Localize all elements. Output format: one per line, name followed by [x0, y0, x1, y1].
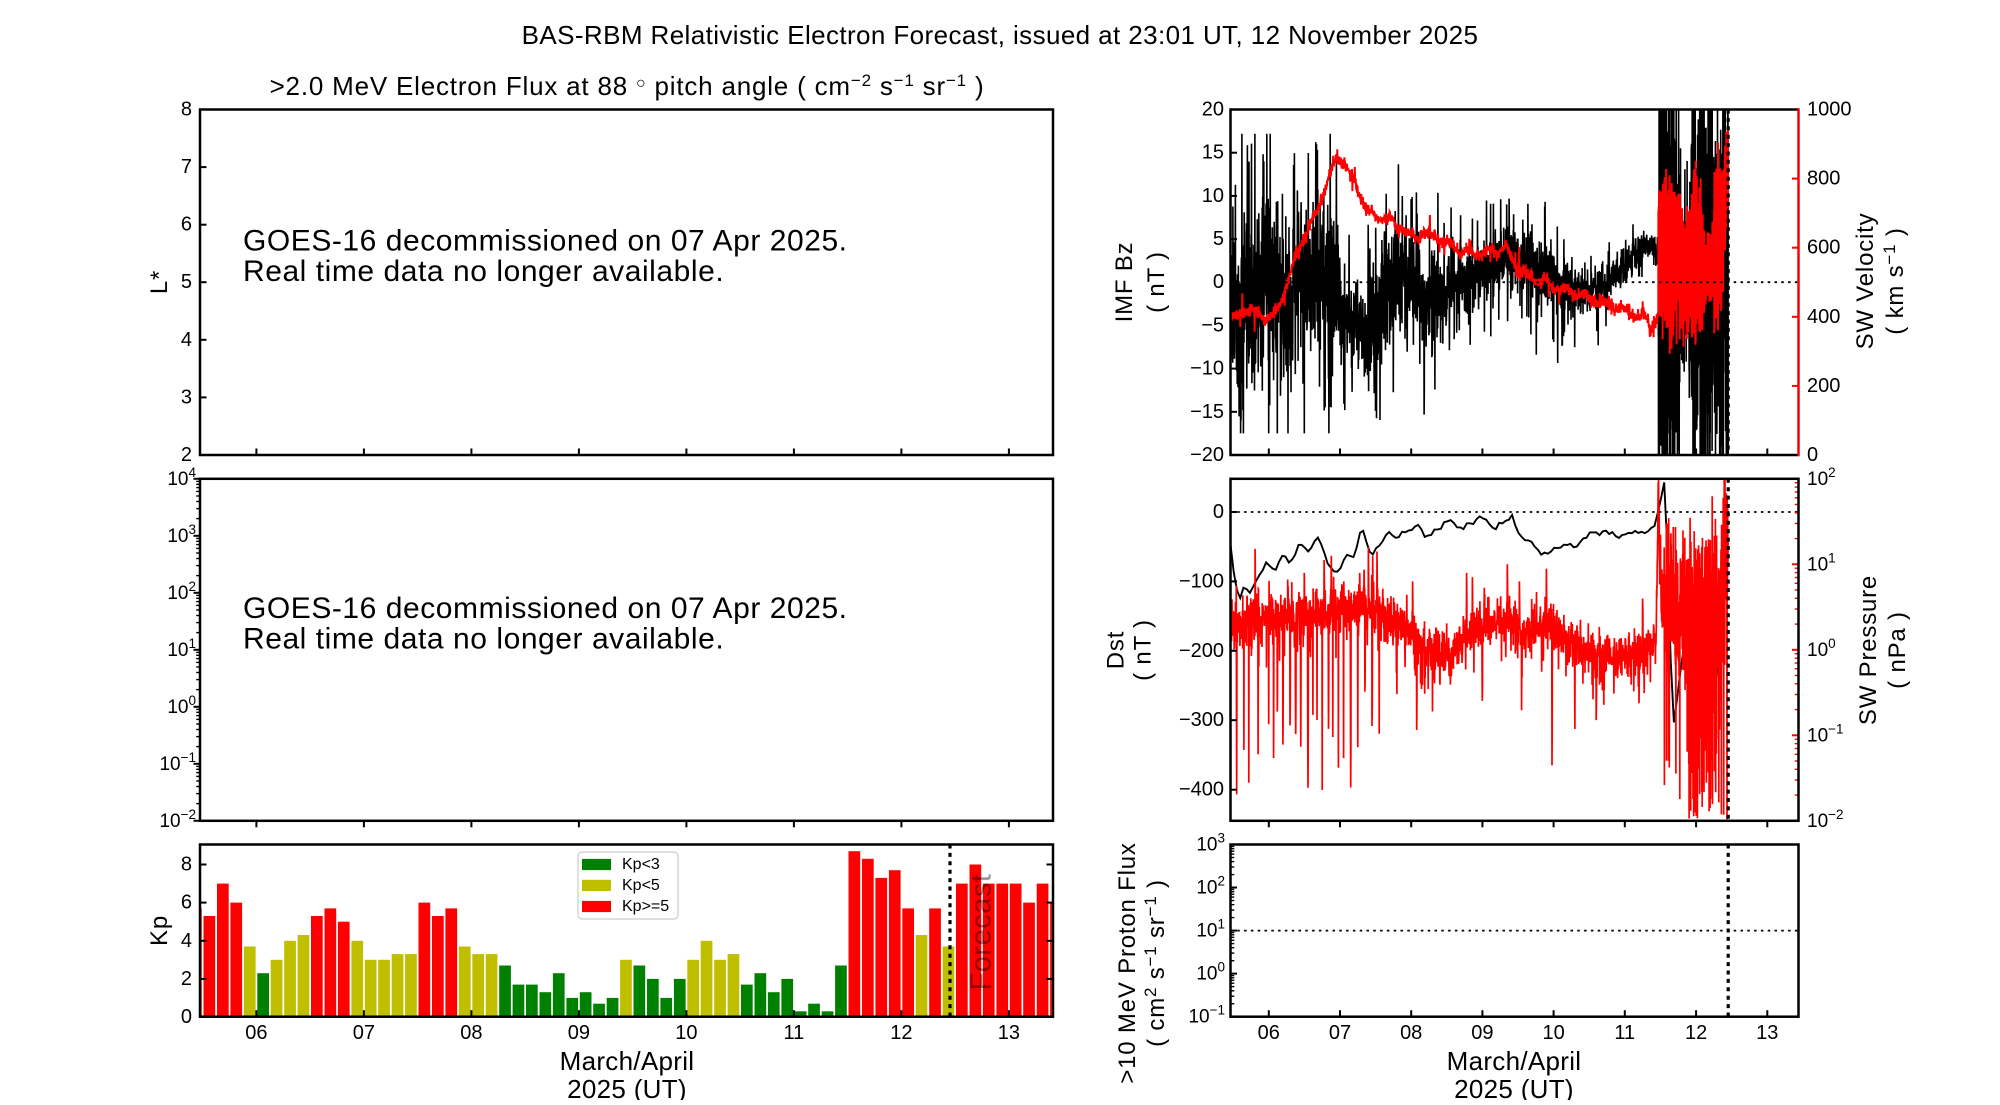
svg-text:0: 0 [1807, 444, 1818, 466]
svg-text:06: 06 [245, 1022, 267, 1044]
svg-text:6: 6 [181, 892, 192, 914]
svg-text:09: 09 [568, 1022, 590, 1044]
svg-text:Dst: Dst [1103, 631, 1130, 669]
svg-text:07: 07 [353, 1022, 375, 1044]
svg-text:Kp<3: Kp<3 [622, 856, 660, 873]
svg-text:March/April: March/April [1447, 1046, 1582, 1076]
svg-text:March/April: March/April [560, 1046, 695, 1076]
svg-text:−5: −5 [1201, 314, 1224, 336]
svg-text:Kp>=5: Kp>=5 [622, 898, 669, 915]
svg-text:Kp: Kp [146, 915, 173, 946]
svg-text:10: 10 [675, 1022, 697, 1044]
svg-text:−15: −15 [1190, 401, 1224, 423]
svg-text:−10: −10 [1190, 358, 1224, 380]
svg-text:Kp<5: Kp<5 [622, 877, 660, 894]
svg-text:>2.0 MeV Electron Flux at 88 ○: >2.0 MeV Electron Flux at 88 ○ pitch ang… [270, 71, 985, 101]
svg-text:15: 15 [1202, 142, 1224, 164]
svg-text:6: 6 [181, 214, 192, 236]
svg-text:2: 2 [181, 968, 192, 990]
svg-text:09: 09 [1471, 1022, 1493, 1044]
svg-text:07: 07 [1329, 1022, 1351, 1044]
svg-text:200: 200 [1807, 375, 1840, 397]
svg-text:Real time data no longer avail: Real time data no longer available. [243, 623, 724, 656]
svg-text:10: 10 [1542, 1022, 1564, 1044]
svg-text:10: 10 [1202, 185, 1224, 207]
svg-text:10−2: 10−2 [1807, 807, 1844, 832]
svg-text:7: 7 [181, 156, 192, 178]
svg-text:( nPa ): ( nPa ) [1884, 611, 1911, 689]
svg-text:SW Velocity: SW Velocity [1852, 213, 1879, 350]
svg-text:600: 600 [1807, 237, 1840, 259]
svg-text:GOES-16 decommissioned on 07 A: GOES-16 decommissioned on 07 Apr 2025. [243, 592, 848, 625]
svg-text:Forecast: Forecast [966, 874, 998, 991]
svg-text:2025 (UT): 2025 (UT) [1454, 1074, 1574, 1100]
svg-text:0: 0 [181, 1006, 192, 1028]
svg-text:3: 3 [181, 386, 192, 408]
svg-text:11: 11 [1614, 1022, 1635, 1044]
svg-text:−400: −400 [1179, 779, 1224, 801]
svg-text:5: 5 [181, 271, 192, 293]
svg-text:08: 08 [1400, 1022, 1422, 1044]
svg-text:4: 4 [181, 930, 192, 952]
svg-text:( nT ): ( nT ) [1130, 619, 1157, 681]
svg-text:12: 12 [890, 1022, 912, 1044]
svg-text:06: 06 [1258, 1022, 1280, 1044]
svg-text:5: 5 [1213, 228, 1224, 250]
svg-text:−300: −300 [1179, 709, 1224, 731]
svg-text:0: 0 [1213, 271, 1224, 293]
svg-text:IMF Bz: IMF Bz [1111, 242, 1138, 323]
svg-text:( nT ): ( nT ) [1143, 251, 1170, 313]
svg-text:0: 0 [1213, 501, 1224, 523]
svg-text:L*: L* [146, 270, 173, 294]
svg-text:12: 12 [1685, 1022, 1707, 1044]
svg-text:−200: −200 [1179, 640, 1224, 662]
svg-text:SW Pressure: SW Pressure [1855, 575, 1882, 725]
svg-text:11: 11 [784, 1022, 805, 1044]
svg-text:8: 8 [181, 99, 192, 121]
svg-text:1000: 1000 [1807, 99, 1852, 121]
svg-text:2: 2 [181, 444, 192, 466]
svg-text:13: 13 [998, 1022, 1020, 1044]
svg-text:13: 13 [1756, 1022, 1778, 1044]
svg-text:800: 800 [1807, 168, 1840, 190]
svg-text:( km s−1 ): ( km s−1 ) [1880, 227, 1909, 334]
svg-text:Real time data no longer avail: Real time data no longer available. [243, 255, 724, 288]
svg-text:>10 MeV Proton Flux: >10 MeV Proton Flux [1114, 842, 1141, 1083]
svg-text:2025 (UT): 2025 (UT) [567, 1074, 687, 1100]
svg-text:20: 20 [1202, 99, 1224, 121]
svg-text:400: 400 [1807, 306, 1840, 328]
svg-text:08: 08 [460, 1022, 482, 1044]
svg-text:8: 8 [181, 854, 192, 876]
svg-text:−20: −20 [1190, 444, 1224, 466]
svg-text:10−1: 10−1 [1188, 1003, 1225, 1028]
svg-text:−100: −100 [1179, 570, 1224, 592]
svg-text:BAS-RBM Relativistic Electron: BAS-RBM Relativistic Electron Forecast, … [522, 20, 1479, 50]
svg-text:4: 4 [181, 329, 192, 351]
svg-text:GOES-16 decommissioned on 07 A: GOES-16 decommissioned on 07 Apr 2025. [243, 225, 848, 258]
